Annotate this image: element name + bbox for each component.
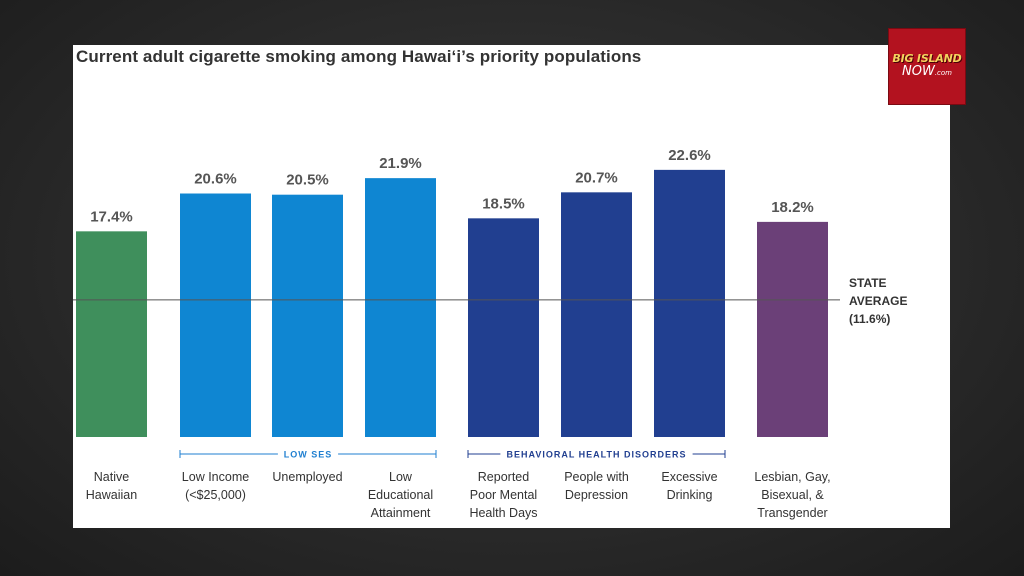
- category-label-1-1: (<$25,000): [185, 488, 246, 502]
- bar-6: [654, 169, 725, 438]
- logo-suffix: .com: [934, 69, 952, 77]
- state-average-label-0: STATE: [849, 276, 887, 290]
- category-label-3-2: Attainment: [371, 506, 431, 520]
- value-label-5: 20.7%: [575, 169, 618, 186]
- category-label-0-1: Hawaiian: [86, 488, 137, 502]
- bar-4: [468, 218, 539, 437]
- state-average-label-2: (11.6%): [849, 312, 890, 326]
- category-label-6-0: Excessive: [661, 470, 717, 484]
- bar-0: [76, 231, 147, 437]
- bar-1: [180, 193, 251, 437]
- category-label-1-0: Low Income: [182, 470, 249, 484]
- category-label-7-1: Bisexual, &: [761, 488, 824, 502]
- category-label-5-0: People with: [564, 470, 629, 484]
- chart-panel: Current adult cigarette smoking among Ha…: [73, 45, 950, 528]
- value-label-0: 17.4%: [90, 208, 133, 225]
- bar-7: [757, 221, 828, 437]
- group-label-1: BEHAVIORAL HEALTH DISORDERS: [506, 450, 686, 460]
- category-label-2-0: Unemployed: [272, 470, 342, 484]
- category-label-3-1: Educational: [368, 488, 433, 502]
- category-label-4-2: Health Days: [469, 506, 537, 520]
- chart-title: Current adult cigarette smoking among Ha…: [76, 47, 642, 66]
- state-average-label-1: AVERAGE: [849, 294, 907, 308]
- category-label-3-0: Low: [389, 470, 413, 484]
- group-label-0: LOW SES: [284, 450, 333, 460]
- value-label-7: 18.2%: [771, 199, 814, 216]
- category-label-4-1: Poor Mental: [470, 488, 537, 502]
- bar-chart: 17.4% Native Hawaiian 20.6% Low Income (<$25,…: [73, 147, 907, 520]
- category-label-0-0: Native: [94, 470, 129, 484]
- bar-5: [561, 192, 632, 437]
- category-label-4-0: Reported: [478, 470, 529, 484]
- value-label-3: 21.9%: [379, 155, 422, 172]
- logo-text-now: NOW.com: [902, 65, 952, 80]
- category-label-5-1: Depression: [565, 488, 628, 502]
- logo-now: NOW: [902, 64, 935, 79]
- bar-3: [365, 178, 436, 437]
- value-label-6: 22.6%: [668, 147, 711, 164]
- bar-2: [272, 194, 343, 437]
- value-label-4: 18.5%: [482, 195, 525, 212]
- category-label-6-1: Drinking: [667, 488, 713, 502]
- big-island-now-logo: BIG ISLAND NOW.com: [888, 28, 966, 105]
- category-label-7-0: Lesbian, Gay,: [754, 470, 830, 484]
- value-label-1: 20.6%: [194, 171, 237, 188]
- value-label-2: 20.5%: [286, 172, 329, 189]
- category-label-7-2: Transgender: [757, 506, 827, 520]
- logo-text-big-island: BIG ISLAND: [892, 52, 962, 65]
